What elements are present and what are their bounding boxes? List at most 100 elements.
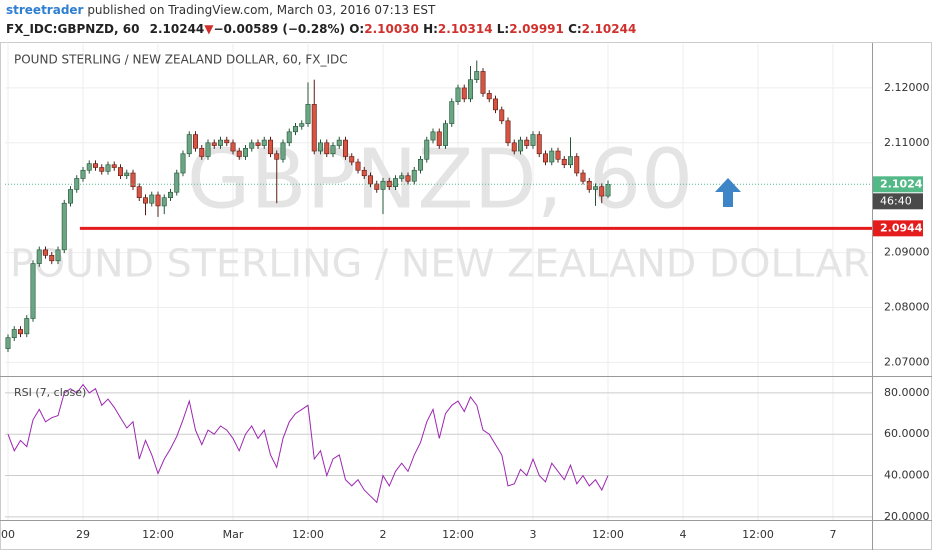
- candle-body: [461, 87, 467, 100]
- y-tick-label: 2.12000: [884, 81, 930, 94]
- x-tick-label: 7: [830, 528, 837, 541]
- y-tick-label: 2.07000: [884, 355, 930, 368]
- c: 2.10244: [582, 22, 637, 36]
- candle-body: [299, 123, 305, 127]
- candle-body: [455, 87, 461, 102]
- x-tick-label: Mar: [223, 528, 244, 541]
- candle-body: [443, 123, 448, 146]
- candle-body: [586, 180, 592, 190]
- watermark-subtitle: POUND STERLING / NEW ZEALAND DOLLAR: [10, 242, 870, 286]
- axes: 00 29 12:00 Mar 12:00 2 12:00 3 12:00 4 12:00 7 2.07…: [1, 81, 930, 541]
- o: 2.10030: [364, 22, 419, 36]
- candle-body: [486, 93, 492, 100]
- candle-body: [155, 194, 161, 207]
- candle-body: [61, 202, 67, 251]
- candle-body: [399, 175, 405, 179]
- candle-body: [424, 139, 430, 160]
- o-label: O:: [349, 22, 364, 36]
- x-tick-label: 12:00: [442, 528, 474, 541]
- x-tick-label: 2: [380, 528, 387, 541]
- candle-body: [343, 139, 348, 157]
- candle-body: [330, 145, 336, 155]
- candle-body: [499, 109, 505, 122]
- x-tick-label: 00: [1, 528, 15, 541]
- candle-body: [449, 101, 455, 124]
- candle-body: [505, 120, 511, 144]
- header-line2: FX_IDC:GBPNZD, 60 2.10244▼−0.00589 (−0.2…: [6, 22, 636, 37]
- rsi-tick-label: 40.0000: [884, 469, 930, 482]
- candle-body: [230, 142, 236, 152]
- rsi-tick-label: 60.0000: [884, 427, 930, 440]
- candle-body: [549, 150, 555, 163]
- candle-body: [180, 153, 186, 174]
- candle-body: [536, 134, 542, 155]
- candle-body: [480, 71, 486, 94]
- candle-body: [261, 139, 267, 146]
- candle-body: [218, 139, 223, 146]
- author[interactable]: streetrader: [6, 3, 84, 17]
- candle-body: [474, 71, 480, 80]
- candle-body: [493, 98, 498, 111]
- candle-body: [161, 197, 167, 207]
- c-label: C:: [568, 22, 582, 36]
- candle-body: [393, 178, 398, 188]
- candle-body: [11, 329, 17, 338]
- rsi-tick-label: 20.0000: [884, 510, 930, 523]
- x-tick-label: 12:00: [292, 528, 324, 541]
- candle-body: [143, 197, 148, 204]
- symbol: FX_IDC:GBPNZD, 60: [6, 22, 139, 37]
- candle-body: [568, 156, 573, 166]
- candle-body: [118, 167, 123, 177]
- candle-body: [336, 139, 342, 146]
- candle-body: [24, 318, 30, 335]
- candle-body: [224, 139, 230, 144]
- candle-body: [249, 142, 255, 149]
- marks: [5, 60, 872, 504]
- candle-body: [36, 249, 42, 264]
- candle-body: [380, 180, 386, 190]
- candle-body: [243, 147, 248, 157]
- candle-body: [5, 337, 11, 349]
- candle-body: [436, 131, 442, 146]
- candle-body: [105, 164, 111, 172]
- candle-body: [543, 153, 548, 163]
- candle-body: [74, 178, 80, 190]
- candle-body: [311, 104, 317, 152]
- candle-body: [199, 147, 205, 157]
- y-tick-label: 2.11000: [884, 136, 930, 149]
- candle-body: [374, 183, 380, 190]
- h-label: H:: [423, 22, 438, 36]
- candle-body: [86, 163, 92, 171]
- countdown: 46:40: [880, 194, 912, 207]
- candle-body: [580, 172, 586, 182]
- x-tick-label: 12:00: [742, 528, 774, 541]
- chart-frame: [0, 42, 932, 550]
- candle-body: [136, 186, 142, 198]
- y-tick-label: 2.09000: [884, 246, 930, 259]
- candle-body: [30, 263, 36, 319]
- candle-body: [324, 142, 330, 155]
- candle-body: [524, 139, 530, 146]
- candle-body: [124, 172, 130, 177]
- candle-body: [511, 142, 517, 152]
- up-arrow: [715, 178, 741, 207]
- candle-body: [68, 189, 73, 204]
- candle-body: [561, 158, 567, 166]
- x-tick-label: 29: [76, 528, 90, 541]
- candle-body: [468, 79, 473, 100]
- last: 2.10244: [150, 22, 205, 36]
- level-tag: [873, 220, 923, 237]
- pane-title: POUND STERLING / NEW ZEALAND DOLLAR, 60,…: [14, 53, 348, 67]
- candle-body: [55, 249, 61, 262]
- candle-body: [18, 329, 23, 335]
- last-price-label: 2.10244: [880, 177, 930, 190]
- candle-body: [268, 139, 273, 155]
- candle-body: [111, 164, 117, 168]
- rsi-tick-label: 80.0000: [884, 386, 930, 399]
- candle-body: [518, 139, 523, 152]
- countdown-tag: [873, 193, 923, 210]
- l: 2.09991: [509, 22, 564, 36]
- candle-body: [411, 169, 417, 182]
- header-line1: streetrader published on TradingView.com…: [6, 3, 436, 17]
